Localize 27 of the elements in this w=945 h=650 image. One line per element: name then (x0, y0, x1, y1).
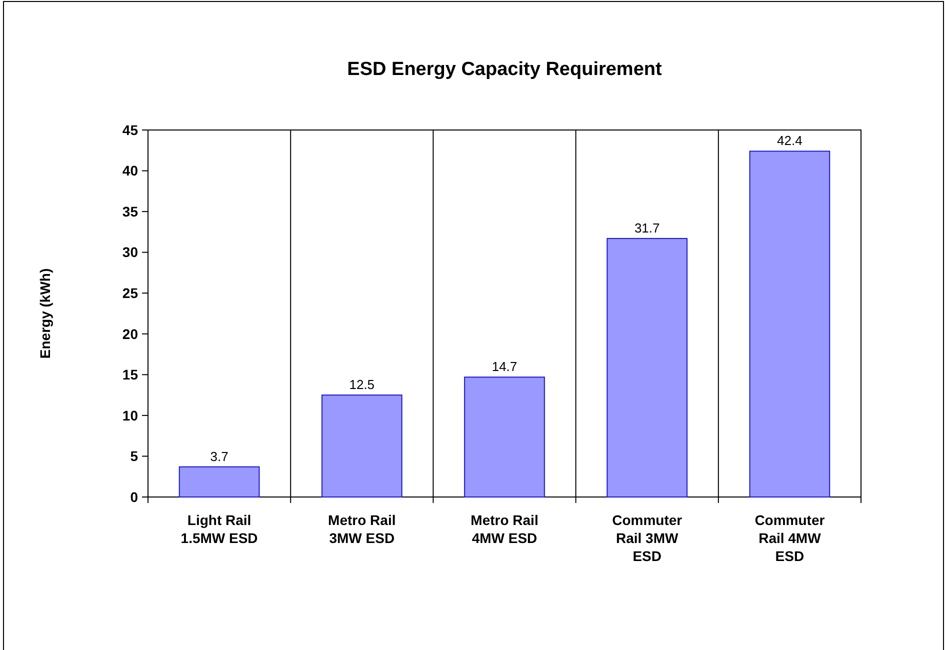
bar (464, 376, 545, 498)
y-tick-label: 45 (122, 122, 138, 138)
bar (321, 394, 402, 498)
y-tick-label: 35 (122, 203, 138, 220)
data-label: 42.4 (777, 133, 802, 148)
y-tick-label: 5 (130, 448, 138, 464)
chart-title: ESD Energy Capacity Requirement (347, 59, 662, 80)
y-axis-title: Energy (kWh) (37, 268, 53, 359)
bar (749, 150, 830, 498)
y-tick-label: 10 (122, 407, 138, 424)
y-tick-label: 25 (122, 285, 138, 302)
y-tick-label: 0 (130, 488, 138, 505)
data-label: 14.7 (492, 359, 518, 374)
y-tick-label: 40 (122, 162, 138, 179)
x-tick-label: Commuter Rail 4MW ESD (754, 512, 826, 564)
bar (178, 466, 260, 498)
x-tick-label: Metro Rail 3MW ESD (328, 512, 396, 546)
x-tick-label: Light Rail 1.5MW ESD (180, 512, 258, 546)
y-tick-label: 30 (122, 244, 138, 260)
data-label: 3.7 (210, 448, 228, 464)
x-tick-label: Commuter Rail 3MW ESD (612, 512, 683, 564)
bar (606, 238, 688, 498)
data-label: 12.5 (349, 377, 375, 392)
y-tick-label: 15 (122, 366, 138, 383)
x-tick-label: Metro Rail 4MW ESD (470, 512, 538, 546)
data-label: 31.7 (634, 220, 660, 236)
y-tick-label: 20 (122, 326, 138, 342)
